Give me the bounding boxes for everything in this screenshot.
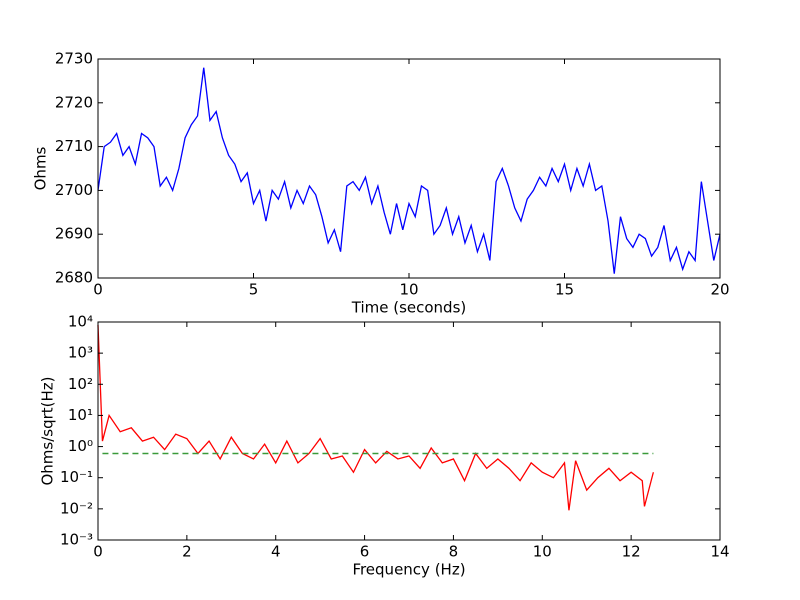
y-axis-label: Ohms/sqrt(Hz) (39, 376, 57, 485)
x-tick-label: 20 (710, 281, 729, 299)
y-tick-label: 10³ (68, 344, 93, 362)
y-axis-label: Ohms (32, 146, 50, 190)
y-tick-label: 10⁻² (60, 499, 93, 517)
data-line (97, 324, 654, 511)
x-tick-label: 0 (93, 281, 103, 299)
y-tick-label: 2710 (55, 137, 93, 155)
x-tick-label: 10 (533, 543, 552, 561)
x-tick-label: 15 (555, 281, 574, 299)
y-tick-label: 2680 (55, 269, 93, 287)
y-tick-label: 2690 (55, 225, 93, 243)
x-axis-label: Time (seconds) (351, 299, 467, 317)
x-tick-label: 8 (449, 543, 459, 561)
y-tick-label: 10⁻¹ (60, 468, 93, 486)
y-tick-label: 2730 (55, 50, 93, 68)
data-line (97, 67, 721, 274)
x-tick-label: 10 (399, 281, 418, 299)
axes-frame (97, 321, 721, 541)
x-tick-label: 2 (182, 543, 192, 561)
axes-frame (97, 58, 721, 279)
x-tick-label: 14 (710, 543, 729, 561)
x-tick-label: 5 (249, 281, 259, 299)
x-tick-label: 12 (622, 543, 641, 561)
y-tick-label: 10⁰ (68, 437, 93, 455)
x-tick-label: 6 (360, 543, 370, 561)
y-tick-label: 10⁻³ (60, 531, 93, 549)
x-axis-label: Frequency (Hz) (352, 561, 465, 579)
y-tick-label: 2700 (55, 181, 93, 199)
y-tick-label: 10² (68, 375, 93, 393)
x-tick-label: 0 (93, 543, 103, 561)
x-tick-label: 4 (271, 543, 281, 561)
y-tick-label: 10¹ (68, 406, 93, 424)
y-tick-label: 2720 (55, 93, 93, 111)
y-tick-label: 10⁴ (68, 313, 93, 331)
